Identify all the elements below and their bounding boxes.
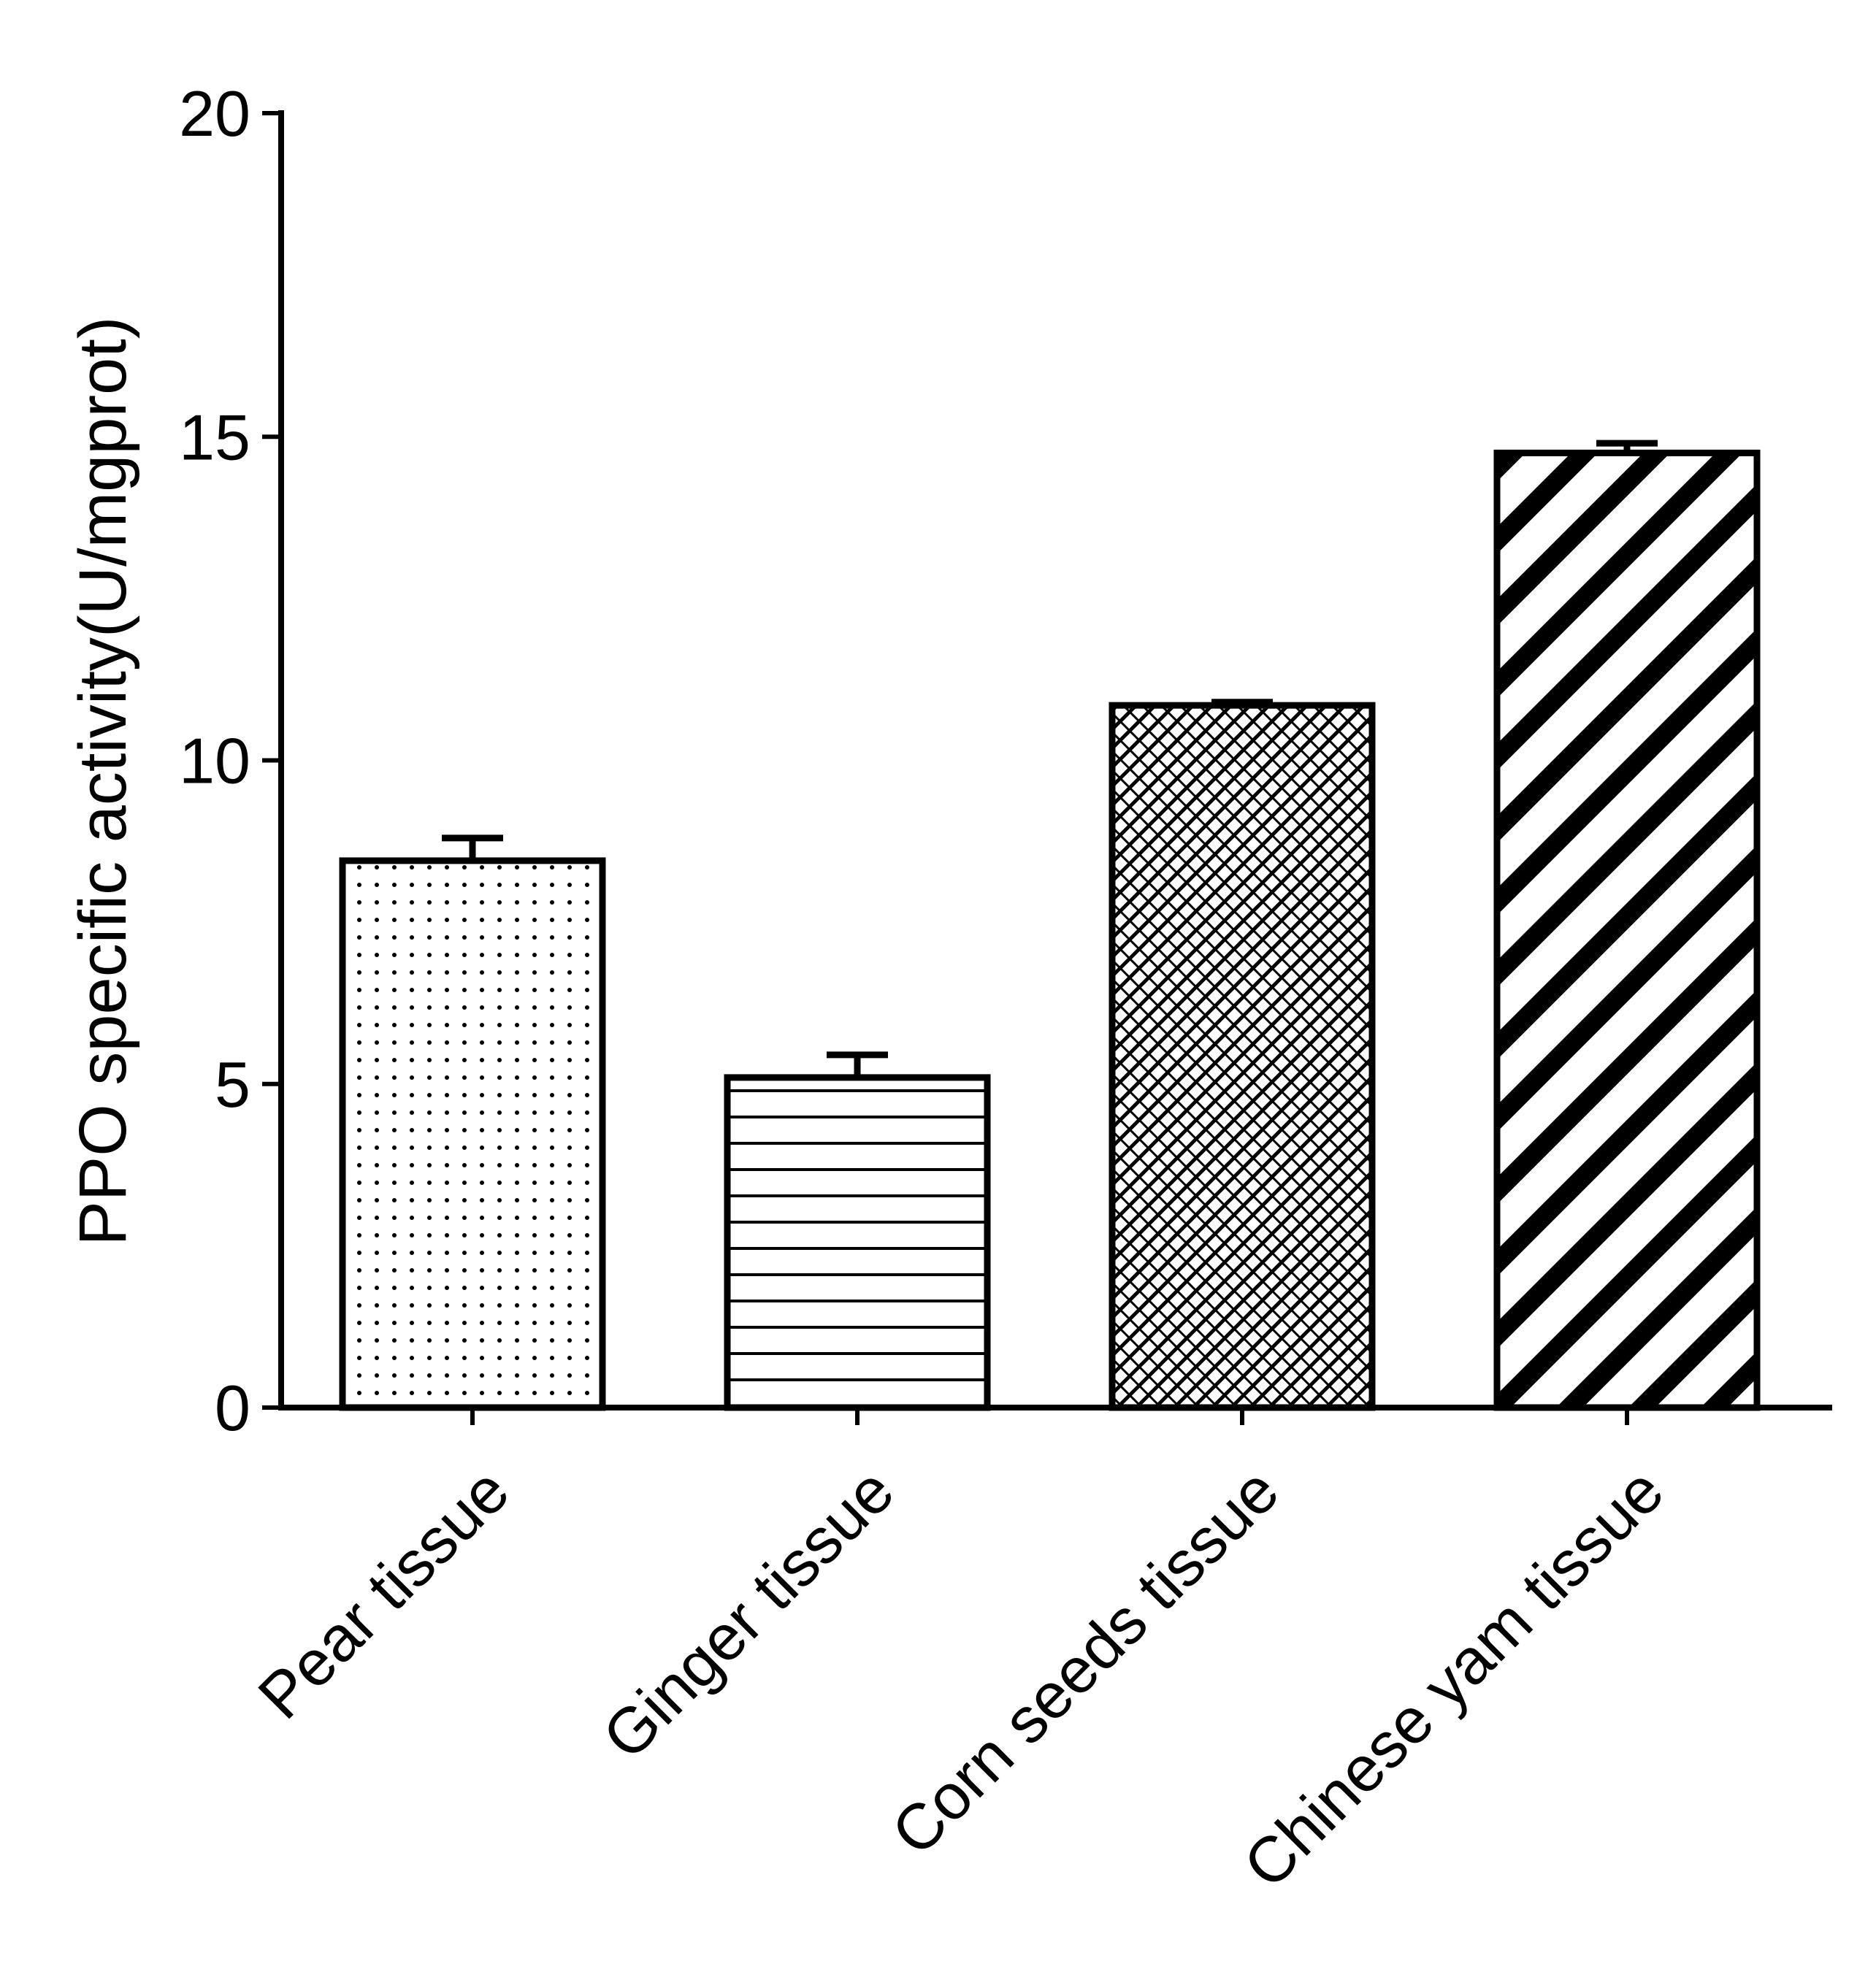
x-category-label: Chinese yam tissue	[1230, 1454, 1677, 1902]
x-category-label: Corn seeds tissue	[878, 1454, 1293, 1869]
y-tick-label: 0	[215, 1372, 250, 1444]
x-category-label: Ginger tissue	[589, 1454, 908, 1773]
y-axis-label: PPO specific activity(U/mgprot)	[66, 317, 140, 1246]
y-tick-label: 20	[179, 77, 250, 150]
bar-ginger-tissue	[724, 1074, 991, 1411]
x-category-label: Pear tissue	[244, 1454, 522, 1732]
y-tick-label: 15	[179, 401, 250, 473]
y-axis-ticks: 0 5 10 15 20	[179, 77, 281, 1444]
bars-group	[339, 440, 1761, 1411]
bar-pear-tissue	[339, 857, 606, 1411]
y-tick-label: 5	[215, 1048, 250, 1121]
bar-chinese-yam-tissue	[1493, 449, 1761, 1411]
bar-corn-seeds-tissue	[1109, 702, 1376, 1411]
y-tick-label: 10	[179, 725, 250, 797]
